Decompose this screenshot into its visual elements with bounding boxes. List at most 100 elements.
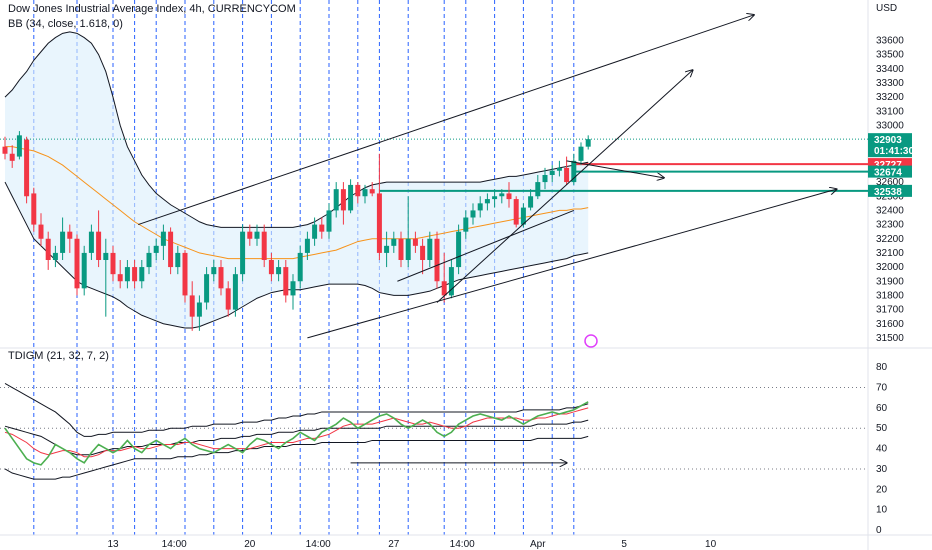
candle-body-48 (348, 184, 354, 211)
candle-body-38 (276, 267, 282, 275)
candle-body-52 (376, 193, 382, 253)
candle-body-70 (506, 193, 512, 200)
level-tag-text: 32727 (874, 160, 902, 171)
level-tag-text: 32538 (874, 187, 902, 198)
candle-body-44 (319, 224, 325, 232)
candle-body-61 (441, 281, 447, 296)
osc-tick-80: 80 (876, 362, 888, 373)
osc-tick-70: 70 (876, 383, 888, 394)
time-axis: 13 14:00 20 14:00 27 14:00 Apr 5 10 (0, 534, 932, 550)
bb-lower-line (4, 181, 589, 329)
candle-body-42 (304, 238, 310, 253)
candle-body-28 (204, 274, 210, 303)
candle-body-6 (45, 238, 51, 260)
candle-body-19 (139, 267, 145, 282)
tdi-rsi-line (4, 401, 589, 466)
candle-body-17 (124, 267, 130, 282)
price-tick-32600: 32600 (876, 177, 904, 188)
candle-body-36 (261, 231, 267, 260)
tdi-lower-band (4, 435, 589, 480)
candle-body-2 (16, 135, 22, 157)
price-tick-33300: 33300 (876, 78, 904, 89)
candle-body-47 (340, 189, 346, 211)
price-arrow-right (566, 160, 664, 178)
candles (2, 131, 591, 331)
candle-body-49 (355, 184, 361, 197)
candle-body-32 (232, 274, 238, 310)
candle-body-40 (290, 281, 296, 296)
candle-body-62 (448, 267, 454, 296)
time-label-5: 14:00 (450, 539, 475, 550)
candle-body-13 (96, 231, 102, 260)
candle-body-73 (528, 196, 534, 208)
channel-upper-trendline (138, 15, 754, 226)
tdi-signal-line (4, 407, 589, 458)
candle-body-63 (456, 231, 462, 268)
candle-body-51 (369, 189, 375, 194)
price-tick-31900: 31900 (876, 276, 904, 287)
candle-body-4 (31, 193, 37, 225)
candle-body-10 (74, 238, 80, 289)
price-tick-32000: 32000 (876, 262, 904, 273)
candle-body-76 (549, 170, 555, 175)
price-tick-32100: 32100 (876, 248, 904, 259)
time-label-7: 5 (621, 539, 627, 550)
time-label-2: 20 (244, 539, 256, 550)
candle-body-21 (153, 245, 159, 253)
osc-tick-50: 50 (876, 423, 888, 434)
candle-body-67 (484, 199, 490, 204)
osc-tick-60: 60 (876, 403, 888, 414)
level-tag-32674: 32674 (868, 165, 912, 179)
time-label-8: 10 (705, 539, 717, 550)
price-tick-31600: 31600 (876, 319, 904, 330)
candle-body-57 (412, 238, 418, 246)
candle-body-41 (297, 252, 303, 282)
price-tick-32400: 32400 (876, 205, 904, 216)
support-trendline-short (397, 209, 574, 282)
candle-body-27 (196, 302, 202, 317)
price-tick-33200: 33200 (876, 92, 904, 103)
candle-body-78 (564, 167, 570, 183)
tv-logo-icon (584, 334, 598, 348)
price-tick-32200: 32200 (876, 234, 904, 245)
osc-tick-20: 20 (876, 484, 888, 495)
level-tag-32538: 32538 (868, 184, 912, 198)
candle-body-74 (535, 182, 541, 197)
candle-body-54 (391, 238, 397, 246)
bb-basis-line (5, 146, 589, 260)
candle-body-12 (88, 231, 94, 253)
candle-body-9 (67, 231, 73, 239)
candle-body-35 (254, 231, 260, 239)
level-tag-text: 32674 (874, 168, 902, 179)
candle-body-60 (434, 238, 440, 282)
price-tick-33000: 33000 (876, 120, 904, 131)
candle-body-34 (247, 231, 253, 239)
candle-body-18 (132, 267, 138, 282)
candle-body-11 (81, 252, 87, 289)
price-axis: USD 31500 31600 31700 31800 31900 32000 32100 32… (868, 3, 914, 344)
candle-body-39 (283, 267, 289, 296)
currency-label: USD (876, 3, 897, 14)
level-tag-bg (868, 165, 912, 178)
bb-indicator-label: BB (34, close, 1.618, 0) (8, 18, 123, 30)
time-label-1: 14:00 (162, 539, 187, 550)
time-label-6: Apr (530, 539, 546, 550)
bb-upper-line (4, 31, 589, 228)
candle-body-55 (398, 238, 404, 260)
osc-tick-0: 0 (876, 525, 882, 536)
osc-tick-10: 10 (876, 505, 888, 516)
price-tick-32300: 32300 (876, 220, 904, 231)
channel-lower-trendline (307, 189, 836, 339)
tdi-upper-band (4, 383, 589, 437)
candle-body-0 (2, 146, 8, 154)
candle-body-26 (189, 295, 195, 317)
candle-body-23 (168, 231, 174, 268)
candle-body-72 (520, 207, 526, 225)
candle-body-81 (585, 139, 591, 147)
time-label-4: 27 (388, 539, 400, 550)
price-tag-bg (868, 133, 912, 158)
candle-body-1 (9, 153, 15, 161)
